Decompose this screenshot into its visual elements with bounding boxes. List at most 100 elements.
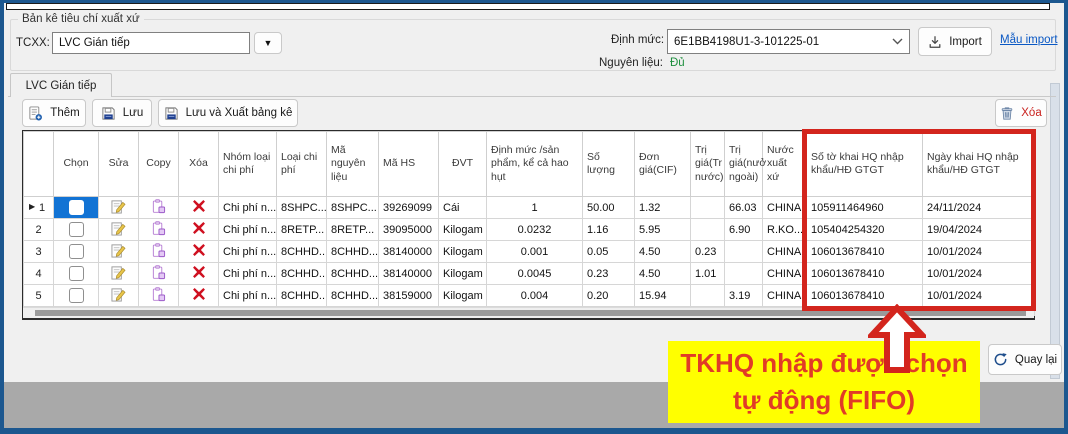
horizontal-scrollbar[interactable] xyxy=(23,307,1034,318)
horizontal-scrollbar-thumb[interactable] xyxy=(35,310,1026,316)
data-cell[interactable]: 105911464960 xyxy=(806,196,923,219)
edit-icon[interactable] xyxy=(111,287,126,302)
data-cell[interactable] xyxy=(690,196,725,219)
data-cell[interactable]: Chi phí n... xyxy=(218,196,277,219)
select-cell[interactable] xyxy=(53,262,99,285)
row-indicator[interactable]: ▶ 1 xyxy=(23,196,54,219)
data-cell[interactable]: 106013678410 xyxy=(806,284,923,307)
data-cell[interactable]: Cái xyxy=(438,196,487,219)
row-checkbox[interactable] xyxy=(68,200,84,215)
select-cell[interactable] xyxy=(53,284,99,307)
data-cell[interactable]: 1.01 xyxy=(690,262,725,285)
column-header[interactable]: Sửa xyxy=(98,131,139,197)
data-cell[interactable]: 0.0045 xyxy=(486,262,583,285)
data-cell[interactable]: 39095000 xyxy=(378,218,439,241)
data-cell[interactable]: Kilogam xyxy=(438,240,487,263)
data-cell[interactable]: 66.03 xyxy=(724,196,763,219)
row-indicator[interactable]: 5 xyxy=(23,284,54,307)
data-cell[interactable]: 24/11/2024 xyxy=(922,196,1035,219)
column-header[interactable]: ĐVT xyxy=(438,131,487,197)
copy-cell[interactable] xyxy=(138,218,179,241)
save-button[interactable]: Lưu xyxy=(92,99,152,127)
data-cell[interactable]: 0.20 xyxy=(582,284,635,307)
dinh-muc-combobox[interactable]: 6E1BB4198U1-3-101225-01 xyxy=(667,29,910,54)
data-cell[interactable]: Kilogam xyxy=(438,262,487,285)
data-cell[interactable]: 38140000 xyxy=(378,240,439,263)
data-cell[interactable]: 10/01/2024 xyxy=(922,262,1035,285)
back-button[interactable]: Quay lại xyxy=(988,344,1062,375)
column-header[interactable]: Mã nguyên liệu xyxy=(326,131,379,197)
row-indicator[interactable]: 4 xyxy=(23,262,54,285)
copy-cell[interactable] xyxy=(138,284,179,307)
edit-icon[interactable] xyxy=(111,243,126,258)
delete-cell[interactable] xyxy=(178,218,219,241)
data-cell[interactable]: Chi phí n... xyxy=(218,240,277,263)
tcxx-combobox[interactable]: LVC Gián tiếp xyxy=(52,32,250,54)
data-cell[interactable]: 1.16 xyxy=(582,218,635,241)
copy-cell[interactable] xyxy=(138,196,179,219)
copy-cell[interactable] xyxy=(138,262,179,285)
column-header[interactable]: Loại chi phí xyxy=(276,131,327,197)
vertical-scrollbar[interactable] xyxy=(1050,83,1060,379)
data-cell[interactable]: 8CHHD... xyxy=(326,262,379,285)
copy-icon[interactable] xyxy=(151,242,166,258)
edit-cell[interactable] xyxy=(98,240,139,263)
data-cell[interactable]: CHINA xyxy=(762,196,807,219)
data-cell[interactable]: 8RETP... xyxy=(276,218,327,241)
copy-icon[interactable] xyxy=(151,286,166,302)
delete-row-icon[interactable] xyxy=(192,221,206,235)
data-cell[interactable]: 8CHHD... xyxy=(326,284,379,307)
data-cell[interactable]: 8CHHD... xyxy=(276,284,327,307)
column-header[interactable]: Định mức /sản phẩm, kể cả hao hụt xyxy=(486,131,583,197)
data-cell[interactable]: 50.00 xyxy=(582,196,635,219)
delete-row-icon[interactable] xyxy=(192,199,206,213)
delete-button[interactable]: Xóa xyxy=(995,99,1047,127)
delete-cell[interactable] xyxy=(178,240,219,263)
data-cell[interactable]: 10/01/2024 xyxy=(922,240,1035,263)
add-button[interactable]: Thêm xyxy=(22,99,86,127)
data-cell[interactable]: 8SHPC... xyxy=(326,196,379,219)
tab-lvc-gian-tiep[interactable]: LVC Gián tiếp xyxy=(10,73,112,97)
delete-row-icon[interactable] xyxy=(192,243,206,257)
delete-cell[interactable] xyxy=(178,196,219,219)
data-cell[interactable]: 0.23 xyxy=(690,240,725,263)
copy-icon[interactable] xyxy=(151,220,166,236)
data-cell[interactable]: 10/01/2024 xyxy=(922,284,1035,307)
data-cell[interactable]: 105404254320 xyxy=(806,218,923,241)
column-header[interactable]: Nước xuất xứ xyxy=(762,131,807,197)
row-checkbox[interactable] xyxy=(68,288,84,303)
edit-icon[interactable] xyxy=(111,265,126,280)
column-header[interactable]: Số lượng xyxy=(582,131,635,197)
copy-icon[interactable] xyxy=(151,264,166,280)
data-cell[interactable]: 39269099 xyxy=(378,196,439,219)
data-cell[interactable]: 1 xyxy=(486,196,583,219)
select-cell[interactable] xyxy=(53,196,99,219)
data-cell[interactable]: 0.23 xyxy=(582,262,635,285)
data-cell[interactable]: 0.004 xyxy=(486,284,583,307)
data-cell[interactable]: Chi phí n... xyxy=(218,262,277,285)
data-cell[interactable]: Kilogam xyxy=(438,284,487,307)
data-cell[interactable]: Chi phí n... xyxy=(218,284,277,307)
edit-cell[interactable] xyxy=(98,262,139,285)
edit-cell[interactable] xyxy=(98,196,139,219)
delete-cell[interactable] xyxy=(178,284,219,307)
delete-row-icon[interactable] xyxy=(192,265,206,279)
data-cell[interactable]: 8RETP... xyxy=(326,218,379,241)
import-button[interactable]: Import xyxy=(918,27,992,56)
row-checkbox[interactable] xyxy=(68,244,84,259)
data-cell[interactable] xyxy=(724,240,763,263)
data-cell[interactable]: 4.50 xyxy=(634,262,691,285)
column-header[interactable]: Mã HS xyxy=(378,131,439,197)
select-cell[interactable] xyxy=(53,240,99,263)
edit-cell[interactable] xyxy=(98,284,139,307)
data-cell[interactable]: 1.32 xyxy=(634,196,691,219)
data-cell[interactable] xyxy=(690,284,725,307)
column-header[interactable]: Ngày khai HQ nhập khẩu/HĐ GTGT xyxy=(922,131,1035,197)
delete-cell[interactable] xyxy=(178,262,219,285)
data-cell[interactable]: 106013678410 xyxy=(806,262,923,285)
data-cell[interactable]: Chi phí n... xyxy=(218,218,277,241)
column-header[interactable]: Trị giá(nưở ngoài) xyxy=(724,131,766,197)
data-cell[interactable]: 3.19 xyxy=(724,284,763,307)
import-template-link[interactable]: Mẫu import xyxy=(1000,34,1058,46)
data-cell[interactable]: CHINA xyxy=(762,240,807,263)
